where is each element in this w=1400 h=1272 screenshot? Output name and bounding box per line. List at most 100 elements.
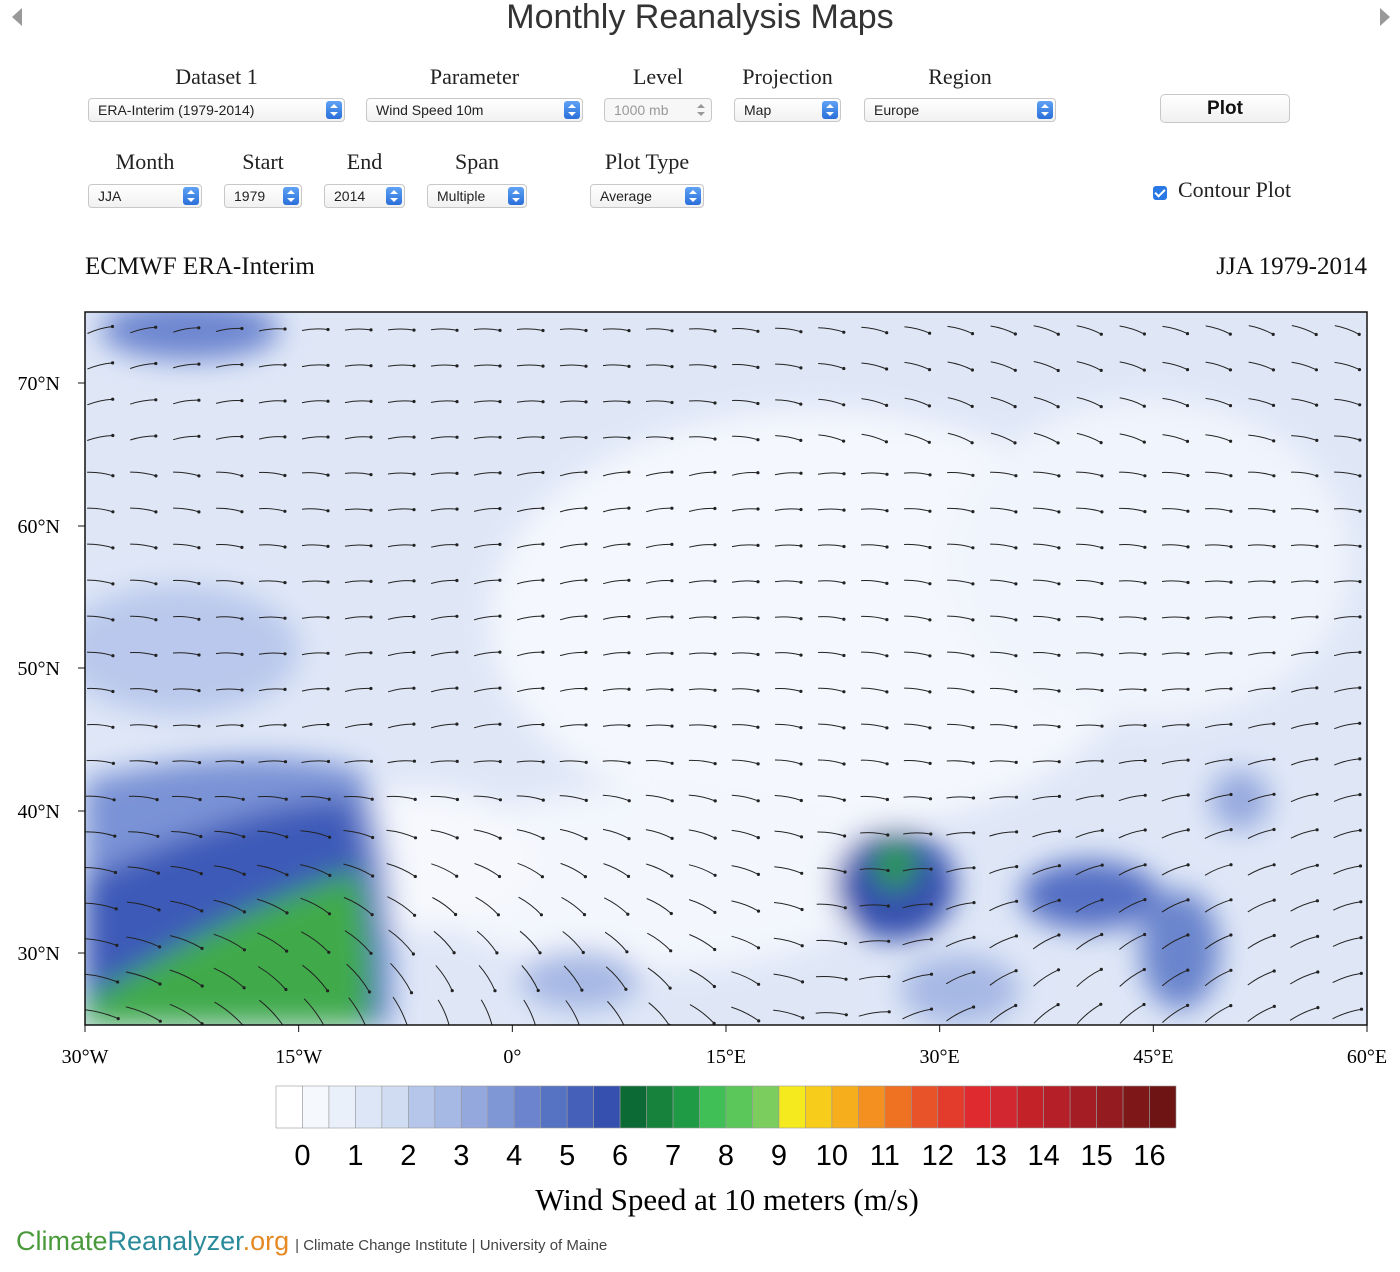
wind-arrow-head: [885, 403, 889, 407]
wind-arrow: [258, 580, 286, 584]
wind-arrow-head: [713, 799, 717, 803]
wind-arrow-head: [197, 546, 201, 550]
wind-arrow-head: [1143, 898, 1147, 902]
wind-arrow-head: [154, 725, 158, 729]
wind-arrow: [87, 579, 114, 585]
wind-arrow: [602, 436, 630, 439]
wind-arrow-head: [887, 939, 891, 943]
wind-arrow-head: [455, 471, 459, 475]
lat-label: 50°N: [18, 658, 60, 680]
wind-arrow-head: [455, 686, 459, 690]
wind-arrow-head: [199, 834, 203, 839]
wind-arrow: [1334, 758, 1360, 766]
contour-checkbox[interactable]: [1153, 186, 1167, 200]
nav-prev[interactable]: [12, 8, 22, 26]
wind-arrow-head: [842, 617, 846, 621]
wind-arrow: [817, 580, 845, 584]
select-value: ERA-Interim (1979-2014): [98, 102, 255, 118]
wind-arrow-head: [929, 972, 934, 976]
wind-arrow-head: [284, 987, 288, 992]
wind-arrow: [1075, 899, 1103, 913]
wind-arrow: [1247, 1005, 1275, 1022]
wind-arrow-head: [669, 949, 673, 953]
brand-part: Reanalyzer: [107, 1226, 243, 1256]
wind-arrow-head: [111, 510, 115, 514]
colorbar-tick-label: 5: [559, 1140, 575, 1172]
wind-arrow: [648, 1002, 670, 1025]
wind-arrow: [989, 760, 1017, 763]
wind-arrow: [989, 935, 1017, 949]
wind-arrow-head: [799, 726, 803, 730]
wind-arrow-head: [1013, 368, 1017, 372]
select-box[interactable]: Wind Speed 10m: [366, 98, 583, 122]
wind-arrow-head: [1143, 828, 1147, 832]
wind-arrow: [87, 471, 114, 477]
wind-arrow-head: [1057, 510, 1061, 514]
nav-next[interactable]: [1380, 8, 1390, 26]
wind-arrow: [688, 544, 715, 548]
wind-arrow-head: [448, 1027, 451, 1030]
wind-arrow-head: [412, 650, 416, 655]
wind-arrow-head: [369, 651, 373, 655]
wind-arrow: [344, 616, 372, 620]
wind-arrow-head: [1229, 828, 1233, 832]
wind-arrow: [87, 398, 113, 406]
wind-arrow: [861, 433, 887, 443]
wind-arrow: [344, 760, 372, 764]
map-axes: 70°N 60°N 50°N 40°N 30°N 30°W 15°W 0° 15°E 30°E 45…: [18, 373, 1388, 1068]
wind-arrow-head: [495, 951, 499, 955]
wind-arrow-head: [713, 470, 717, 474]
select-stepper: [685, 187, 701, 205]
wind-arrow: [169, 935, 203, 949]
wind-arrow: [1076, 325, 1102, 335]
wind-arrow-head: [1057, 829, 1062, 833]
wind-arrow-head: [799, 366, 803, 370]
wind-arrow-head: [756, 689, 760, 693]
wind-arrow-head: [971, 582, 975, 586]
wind-arrow-head: [197, 362, 201, 366]
wind-arrow-head: [928, 545, 932, 550]
wind-arrow: [129, 724, 157, 728]
select-box[interactable]: Multiple: [427, 184, 527, 208]
wind-arrow: [731, 580, 759, 583]
wind-arrow: [1119, 934, 1145, 950]
wind-arrow-head: [541, 836, 545, 841]
select-box[interactable]: Average: [590, 184, 704, 208]
wind-arrow-head: [1014, 969, 1018, 973]
wind-arrow-head: [541, 400, 545, 404]
wind-arrow: [989, 866, 1017, 874]
wind-arrow-head: [670, 579, 674, 583]
select-box[interactable]: ERA-Interim (1979-2014): [88, 98, 345, 122]
contour-label[interactable]: Contour Plot: [1178, 177, 1292, 202]
footer: ClimateReanalyzer.org | Climate Change In…: [16, 1226, 607, 1257]
wind-arrow: [258, 652, 286, 655]
wind-arrow: [1333, 544, 1361, 547]
wind-arrow: [344, 472, 372, 476]
select-box[interactable]: Map: [734, 98, 841, 122]
wind-arrow-head: [1358, 615, 1362, 619]
plot-button[interactable]: Plot: [1160, 94, 1290, 123]
wind-arrow-head: [240, 363, 244, 367]
wind-arrow-head: [885, 654, 889, 658]
select-box[interactable]: 1979: [224, 184, 302, 208]
wind-arrow-head: [158, 945, 162, 949]
wind-arrow: [818, 687, 845, 693]
wind-arrow: [1075, 688, 1103, 691]
wind-arrow: [430, 651, 457, 657]
wind-arrow-head: [1272, 439, 1276, 443]
select-box[interactable]: 2014: [324, 184, 405, 208]
wind-arrow: [1247, 970, 1275, 986]
wind-arrow: [904, 433, 930, 443]
select-box[interactable]: JJA: [88, 184, 202, 208]
wind-arrow-head: [1186, 723, 1190, 727]
wind-arrow-head: [1358, 686, 1362, 690]
wind-arrow: [1075, 652, 1103, 656]
lat-label: 70°N: [18, 373, 60, 395]
wind-arrow: [343, 830, 373, 838]
wind-arrow: [1204, 829, 1232, 839]
wind-arrow: [1161, 544, 1189, 548]
wind-arrow: [430, 544, 457, 548]
colorbar-swatch: [725, 1085, 753, 1129]
select-box[interactable]: Europe: [864, 98, 1056, 122]
wind-arrow: [1248, 325, 1274, 335]
